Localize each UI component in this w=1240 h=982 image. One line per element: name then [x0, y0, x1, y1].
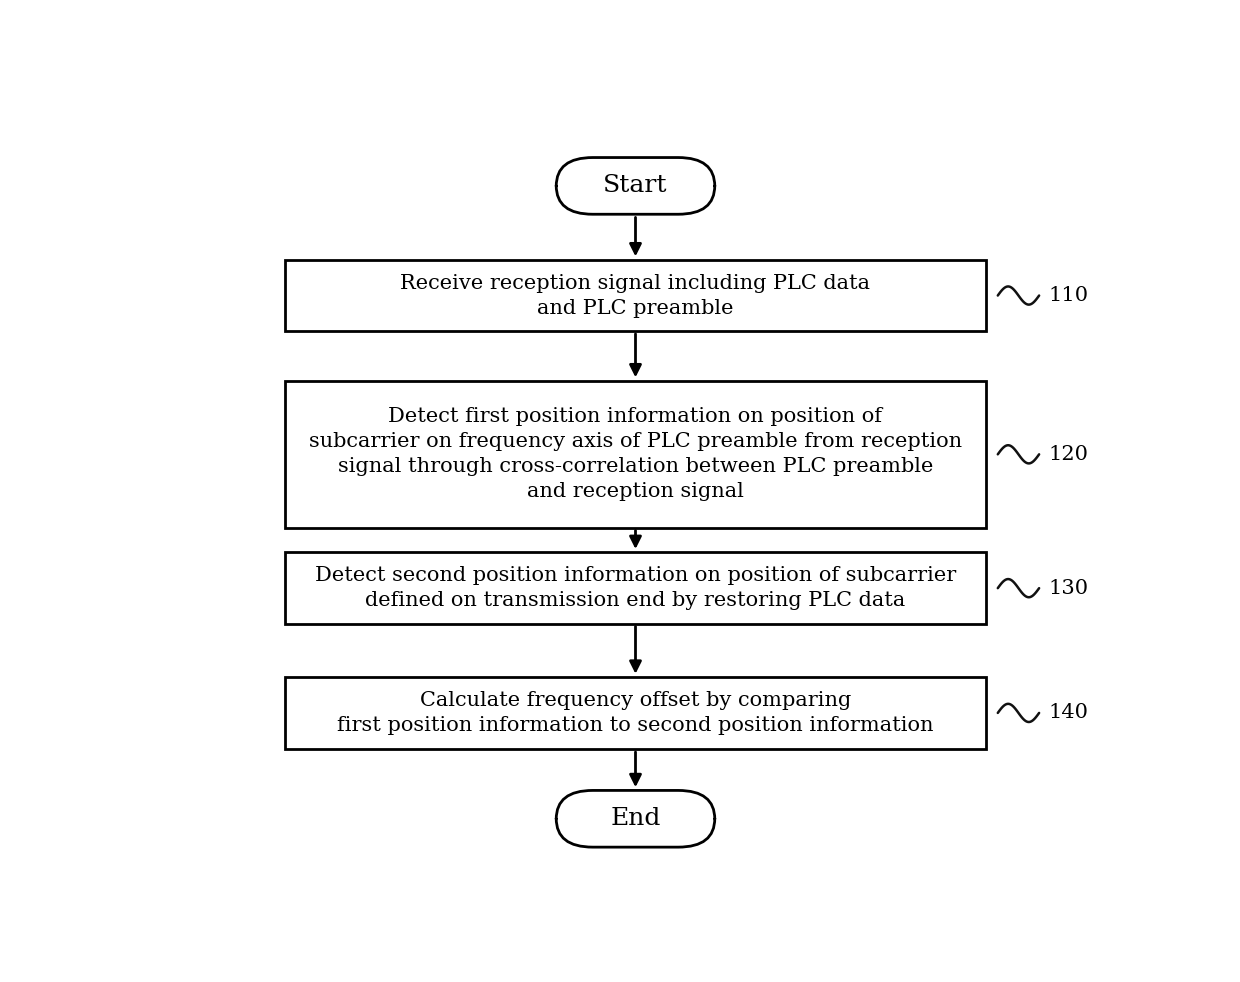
Text: Receive reception signal including PLC data
and PLC preamble: Receive reception signal including PLC d… [401, 274, 870, 317]
Bar [285, 259, 986, 332]
Text: 140: 140 [1049, 703, 1089, 723]
FancyBboxPatch shape [557, 791, 714, 847]
Text: 120: 120 [1049, 445, 1089, 464]
Text: 110: 110 [1049, 286, 1089, 305]
Text: Detect first position information on position of
subcarrier on frequency axis of: Detect first position information on pos… [309, 408, 962, 502]
Bar [285, 381, 986, 528]
Text: 130: 130 [1049, 578, 1089, 598]
Text: End: End [610, 807, 661, 831]
FancyBboxPatch shape [557, 157, 714, 214]
Text: Calculate frequency offset by comparing
first position information to second pos: Calculate frequency offset by comparing … [337, 691, 934, 735]
Text: Start: Start [603, 175, 668, 197]
Text: Detect second position information on position of subcarrier
defined on transmis: Detect second position information on po… [315, 567, 956, 610]
Bar [285, 552, 986, 625]
Bar [285, 677, 986, 749]
